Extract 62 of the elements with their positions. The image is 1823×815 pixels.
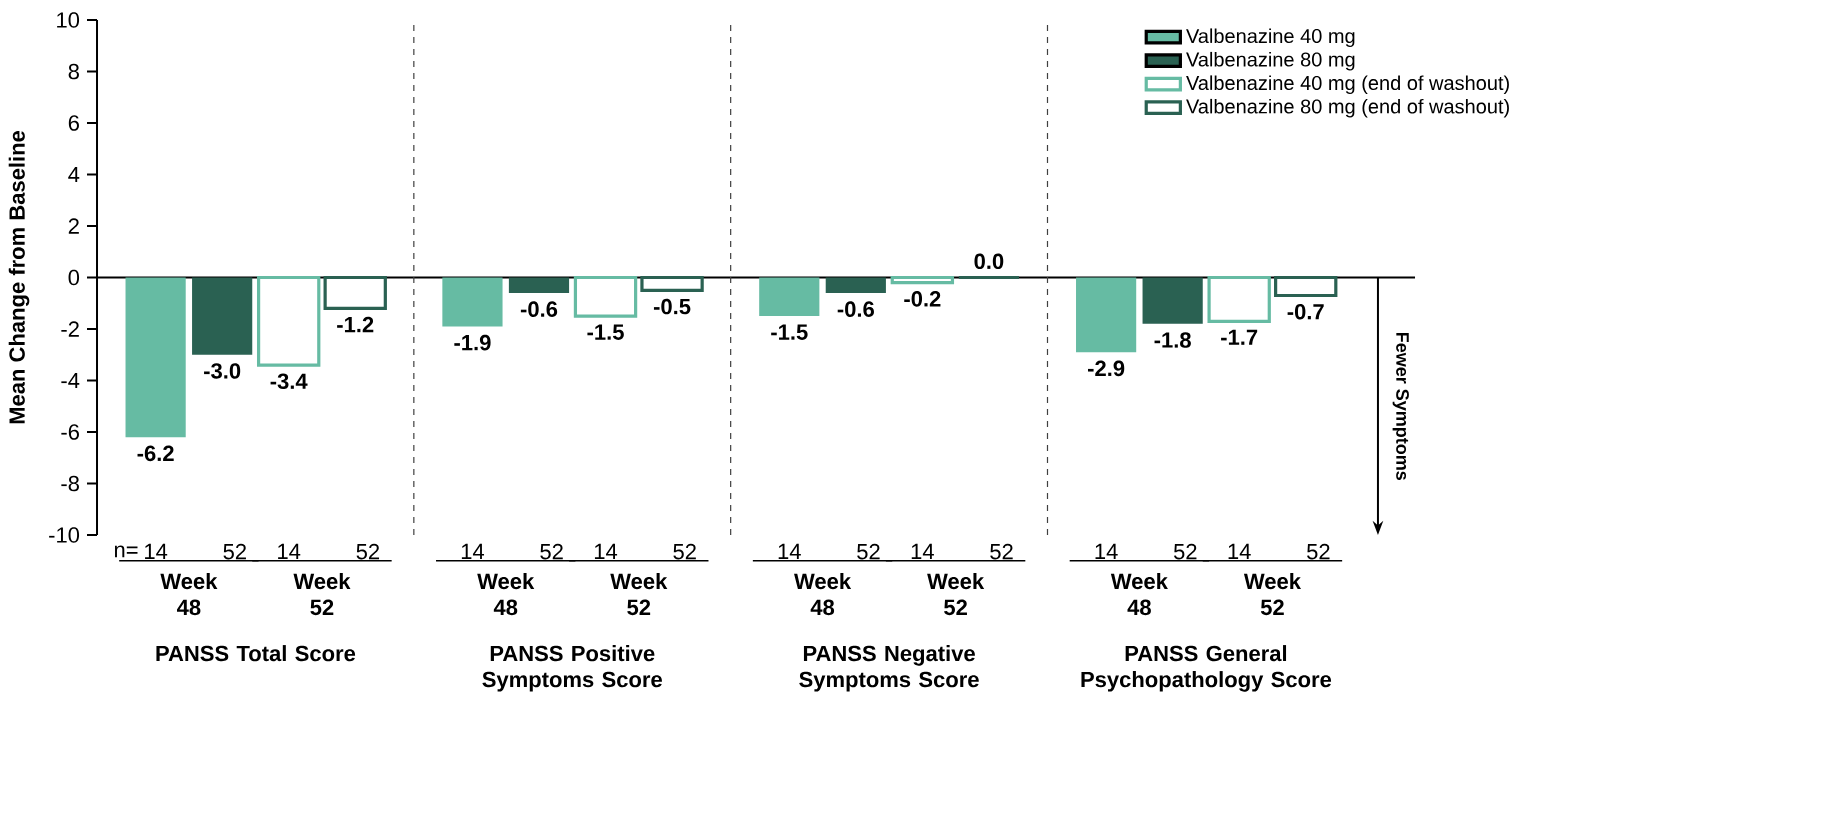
data-label: -0.7 bbox=[1287, 303, 1324, 320]
y-tick-label: -8 bbox=[61, 475, 79, 492]
data-label: -3.0 bbox=[204, 363, 241, 379]
y-tick-label: -2 bbox=[61, 321, 79, 337]
data-label: -1.7 bbox=[1221, 329, 1258, 345]
text: Week 48 bbox=[477, 572, 535, 616]
data-label: -6.2 bbox=[137, 445, 174, 462]
y-tick-label: -10 bbox=[49, 527, 80, 543]
data-label: -0.6 bbox=[520, 301, 558, 317]
text: 14 bbox=[278, 543, 301, 559]
y-tick-label: 6 bbox=[68, 115, 79, 131]
text: 52 bbox=[990, 543, 1013, 560]
legend-label: Valbenazine 40 mg (end of washout) bbox=[1186, 75, 1509, 95]
text: 14 bbox=[1228, 543, 1251, 559]
legend-label: Valbenazine 80 mg (end of washout) bbox=[1186, 98, 1509, 118]
x-tick-label: PANSS General Psychopathology Score bbox=[1081, 645, 1332, 692]
x-tick-label: PANSS Positive Symptoms Score bbox=[482, 645, 662, 692]
data-label: -1.5 bbox=[771, 324, 808, 340]
data-label: -1.2 bbox=[337, 316, 374, 333]
text: 14 bbox=[1095, 543, 1118, 559]
text: 52 bbox=[1173, 543, 1197, 560]
text: 52 bbox=[223, 543, 246, 560]
text: Week 48 bbox=[160, 572, 218, 616]
text: 14 bbox=[778, 543, 801, 559]
legend-label: Valbenazine 80 mg bbox=[1186, 51, 1355, 71]
y-tick-label: 4 bbox=[68, 166, 80, 183]
text: Week 52 bbox=[293, 572, 351, 616]
text: Week 52 bbox=[927, 572, 985, 616]
data-label: -0.6 bbox=[837, 301, 874, 317]
text: 52 bbox=[356, 543, 380, 560]
text: Week 48 bbox=[1110, 572, 1168, 616]
data-label: -0.2 bbox=[904, 291, 941, 307]
legend-label: Valbenazine 40 mg bbox=[1186, 28, 1355, 48]
text: Week 52 bbox=[1243, 572, 1302, 616]
y-tick-label: -6 bbox=[61, 424, 79, 440]
y-tick-label: 2 bbox=[68, 218, 79, 234]
text: 52 bbox=[857, 543, 880, 560]
text: 14 bbox=[594, 543, 618, 559]
text: Week 48 bbox=[794, 572, 852, 616]
x-tick-label: PANSS Total Score bbox=[156, 645, 356, 662]
y-tick-label: 8 bbox=[68, 63, 79, 80]
text: 52 bbox=[1307, 543, 1330, 560]
text: Week 52 bbox=[610, 572, 668, 616]
x-tick-label: PANSS Negative Symptoms Score bbox=[799, 645, 979, 692]
data-label: -2.9 bbox=[1088, 360, 1125, 377]
text: 14 bbox=[461, 543, 485, 559]
text: 52 bbox=[673, 543, 696, 560]
text: 52 bbox=[540, 543, 563, 560]
text: 14 bbox=[911, 543, 934, 559]
data-label: -3.4 bbox=[270, 373, 308, 390]
data-label: -1.5 bbox=[587, 324, 624, 340]
text: n= bbox=[114, 545, 138, 558]
data-label: -0.5 bbox=[653, 298, 691, 315]
data-label: -1.9 bbox=[454, 334, 491, 351]
y-tick-label: -4 bbox=[61, 372, 80, 389]
annotation: Fewer Symptoms bbox=[1392, 332, 1409, 481]
y-tick-label: 0 bbox=[68, 269, 80, 286]
data-label: -1.8 bbox=[1154, 332, 1191, 348]
y-tick-label: 10 bbox=[57, 12, 80, 28]
data-label: 0.0 bbox=[974, 253, 1004, 270]
text: 14 bbox=[145, 543, 168, 559]
y-axis-title: Mean Change from Baseline bbox=[8, 130, 30, 424]
